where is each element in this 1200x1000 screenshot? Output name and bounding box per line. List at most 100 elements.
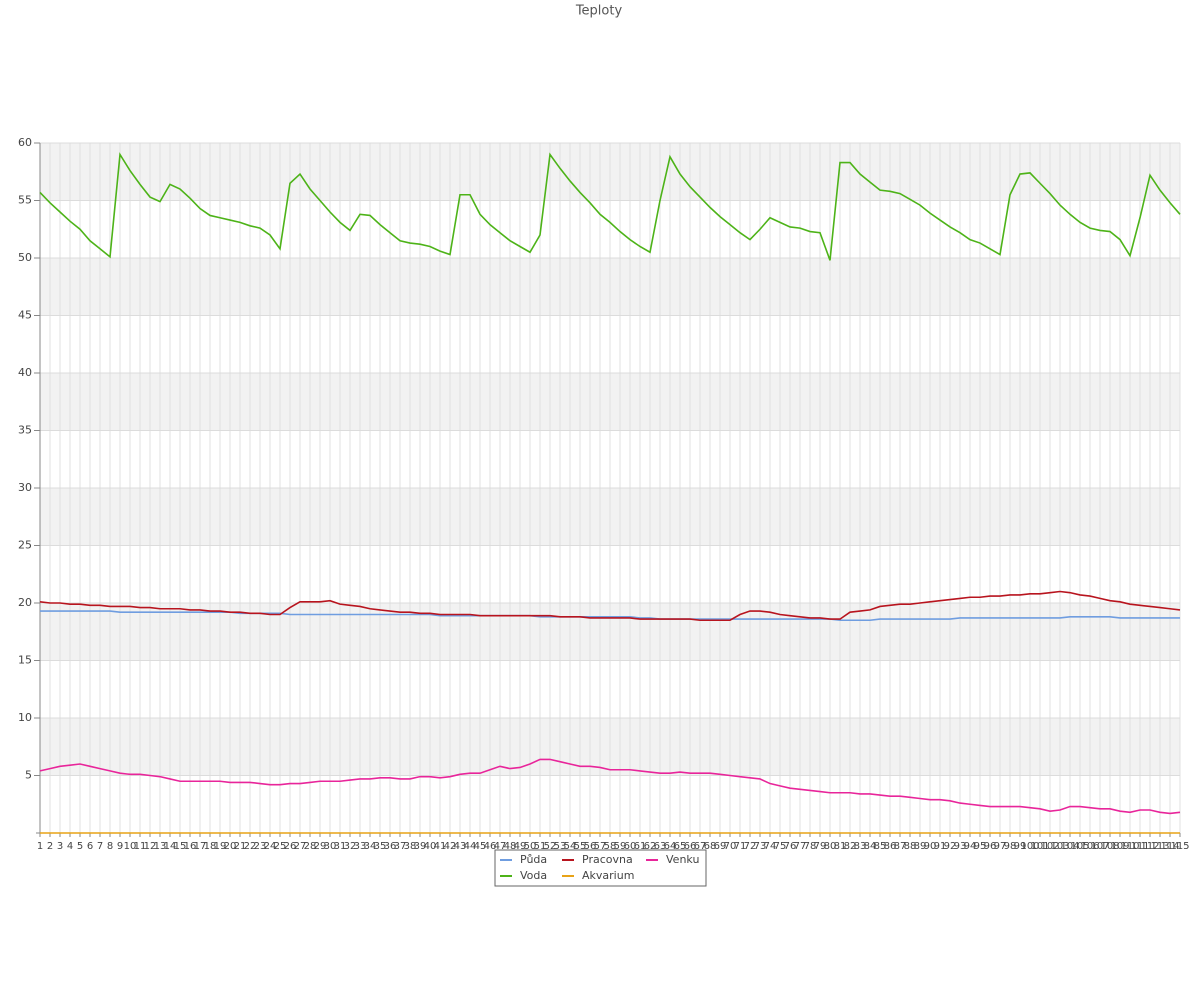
- x-tick-label: 101: [1030, 841, 1049, 852]
- x-tick-label: 67: [694, 841, 707, 852]
- x-tick-label: 50: [524, 841, 537, 852]
- x-tick-label: 112: [1140, 841, 1159, 852]
- x-tick-label: 35: [374, 841, 387, 852]
- x-tick-label: 58: [604, 841, 617, 852]
- x-tick-label: 56: [584, 841, 597, 852]
- x-tick-label: 87: [894, 841, 907, 852]
- series-line: [39, 758, 1181, 815]
- series-line: [39, 152, 1181, 261]
- x-tick-label: 88: [904, 841, 917, 852]
- x-tick-label: 78: [804, 841, 817, 852]
- x-tick-label: 1: [37, 841, 43, 852]
- x-tick-label: 62: [644, 841, 657, 852]
- x-tick-label: 89: [914, 841, 927, 852]
- x-tick-label: 99: [1014, 841, 1027, 852]
- x-tick-label: 61: [634, 841, 647, 852]
- x-tick-label: 8: [107, 841, 113, 852]
- x-tick-label: 10: [124, 841, 137, 852]
- x-tick-label: 59: [614, 841, 627, 852]
- x-tick-label: 5: [77, 841, 83, 852]
- x-tick-label: 46: [484, 841, 497, 852]
- x-tick-label: 17: [194, 841, 207, 852]
- x-tick-label: 38: [404, 841, 417, 852]
- x-tick-label: 71: [734, 841, 747, 852]
- x-tick-label: 83: [854, 841, 867, 852]
- x-tick-label: 44: [464, 841, 477, 852]
- x-tick-label: 20: [224, 841, 237, 852]
- x-tick-label: 54: [564, 841, 577, 852]
- y-tick-label: 5: [25, 769, 32, 782]
- x-tick-label: 6: [87, 841, 93, 852]
- x-tick-label: 42: [444, 841, 457, 852]
- x-tick-label: 65: [674, 841, 687, 852]
- x-tick-label: 84: [864, 841, 877, 852]
- x-tick-label: 32: [344, 841, 357, 852]
- y-tick-label: 50: [18, 251, 32, 264]
- x-tick-label: 52: [544, 841, 557, 852]
- x-tick-label: 37: [394, 841, 407, 852]
- x-tick-label: 40: [424, 841, 437, 852]
- x-tick-label: 80: [824, 841, 837, 852]
- x-tick-label: 3: [57, 841, 63, 852]
- x-tick-label: 95: [974, 841, 987, 852]
- y-tick-label: 60: [18, 136, 32, 149]
- x-tick-label: 106: [1080, 841, 1099, 852]
- x-tick-label: 90: [924, 841, 937, 852]
- x-tick-label: 104: [1060, 841, 1079, 852]
- x-tick-label: 36: [384, 841, 397, 852]
- x-tick-label: 74: [764, 841, 777, 852]
- x-tick-label: 64: [664, 841, 677, 852]
- x-tick-label: 4: [67, 841, 73, 852]
- x-tick-label: 39: [414, 841, 427, 852]
- x-tick-label: 33: [354, 841, 367, 852]
- x-tick-label: 109: [1110, 841, 1129, 852]
- x-tick-label: 114: [1160, 841, 1179, 852]
- chart-title: Teploty: [575, 4, 623, 19]
- x-tick-label: 77: [794, 841, 807, 852]
- x-tick-label: 93: [954, 841, 967, 852]
- y-tick-label: 25: [18, 539, 32, 552]
- y-tick-label: 55: [18, 194, 32, 207]
- x-tick-label: 60: [624, 841, 637, 852]
- x-tick-label: 66: [684, 841, 697, 852]
- legend-label: Voda: [520, 869, 547, 882]
- y-tick-label: 10: [18, 711, 32, 724]
- x-tick-label: 2: [47, 841, 53, 852]
- x-tick-label: 13: [154, 841, 167, 852]
- x-tick-label: 26: [284, 841, 297, 852]
- x-tick-label: 49: [514, 841, 527, 852]
- x-tick-label: 45: [474, 841, 487, 852]
- x-tick-label: 102: [1040, 841, 1059, 852]
- x-tick-label: 103: [1050, 841, 1069, 852]
- x-tick-label: 68: [704, 841, 717, 852]
- x-tick-label: 92: [944, 841, 957, 852]
- x-tick-label: 70: [724, 841, 737, 852]
- series-line: [39, 590, 1181, 622]
- x-tick-label: 11: [134, 841, 147, 852]
- x-tick-label: 86: [884, 841, 897, 852]
- x-tick-label: 91: [934, 841, 947, 852]
- x-tick-label: 107: [1090, 841, 1109, 852]
- y-tick-label: 35: [18, 424, 32, 437]
- x-tick-label: 28: [304, 841, 317, 852]
- x-tick-label: 47: [494, 841, 507, 852]
- x-tick-label: 9: [117, 841, 123, 852]
- y-tick-label: 30: [18, 481, 32, 494]
- x-tick-label: 94: [964, 841, 977, 852]
- x-tick-label: 14: [164, 841, 177, 852]
- x-tick-label: 100: [1020, 841, 1039, 852]
- legend-label: Pracovna: [582, 853, 633, 866]
- x-tick-label: 19: [214, 841, 227, 852]
- x-tick-label: 98: [1004, 841, 1017, 852]
- legend-box: [494, 849, 707, 887]
- x-tick-label: 31: [334, 841, 347, 852]
- x-tick-label: 110: [1120, 841, 1139, 852]
- x-tick-label: 30: [324, 841, 337, 852]
- y-tick-label: 45: [18, 309, 32, 322]
- x-tick-label: 41: [434, 841, 447, 852]
- y-tick-label: 20: [18, 596, 32, 609]
- x-tick-label: 69: [714, 841, 727, 852]
- x-tick-label: 108: [1100, 841, 1119, 852]
- x-tick-label: 76: [784, 841, 797, 852]
- x-tick-label: 75: [774, 841, 787, 852]
